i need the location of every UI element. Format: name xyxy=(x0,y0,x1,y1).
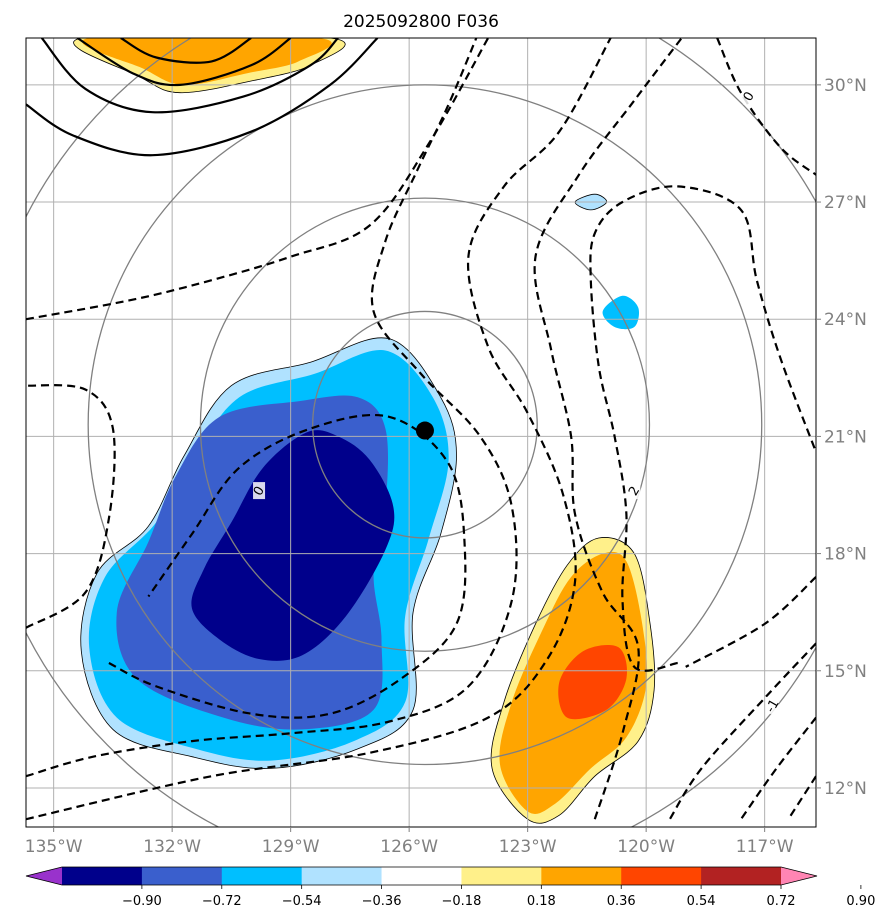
solid-contour-north-ridge-1 xyxy=(26,38,379,157)
x-tick-label: 135°W xyxy=(25,837,83,857)
colorbar-segment xyxy=(381,867,462,885)
colorbar-tick-label: 0.72 xyxy=(767,894,796,909)
colorbar-tick-label: −0.18 xyxy=(442,894,482,909)
region-outline-west-low xyxy=(80,337,457,769)
region-outline-southeast-high xyxy=(490,537,656,824)
contour-label-bg xyxy=(742,87,755,105)
y-tick-label: 30°N xyxy=(824,76,867,96)
x-tick-label: 129°W xyxy=(262,837,320,857)
solid-contour-north-ridge-4 xyxy=(120,38,252,64)
x-tick-label: 120°W xyxy=(617,837,675,857)
contour-label-bg xyxy=(253,482,266,500)
range-ring xyxy=(312,310,538,539)
y-tick-label: 24°N xyxy=(824,310,867,330)
y-tick-label: 15°N xyxy=(824,662,867,682)
colorbar-segment xyxy=(141,867,223,885)
dashed-contour-dash-h xyxy=(685,576,816,668)
contour-label-bg xyxy=(628,482,641,500)
colorbar-segment xyxy=(621,867,702,885)
x-axis: 135°W 132°W 129°W 126°W 123°W 120°W 117°W xyxy=(25,827,794,857)
solid-contour-north-ridge-2 xyxy=(40,38,339,114)
x-tick-label: 117°W xyxy=(736,837,794,857)
dashed-contours xyxy=(26,38,816,821)
colorbar-extend-low xyxy=(26,867,62,885)
chart-title: 2025092800 F036 xyxy=(343,12,499,32)
dashed-contour-dash-k xyxy=(787,775,816,820)
dashed-contour-dash-c xyxy=(26,38,518,778)
storm-center-dot xyxy=(415,421,434,440)
dashed-contour-dash-d xyxy=(26,38,490,321)
filled-region-southeast-core xyxy=(558,645,628,720)
y-tick-label: 27°N xyxy=(824,193,867,213)
filled-region-west-low xyxy=(191,430,395,661)
colorbar-tick-label: −0.54 xyxy=(282,894,322,909)
contour-label-bg xyxy=(766,696,779,714)
colorbar-segment xyxy=(701,867,782,885)
storm-center-marker xyxy=(415,421,434,440)
colorbar-tick-label: −0.90 xyxy=(122,894,162,909)
y-axis: 30°N 27°N 24°N 21°N 18°N 15°N 12°N xyxy=(816,76,867,799)
dashed-contour-dash-j xyxy=(740,716,816,820)
solid-contours xyxy=(26,38,379,157)
dashed-contour-dash-f xyxy=(533,38,683,820)
dashed-contour-dash-e xyxy=(26,38,612,821)
y-tick-label: 18°N xyxy=(824,545,867,565)
y-tick-label: 21°N xyxy=(824,427,867,447)
colorbar-outline xyxy=(25,866,818,886)
colorbar-segment xyxy=(62,867,143,885)
solid-contour-north-ridge-3 xyxy=(76,38,292,87)
range-rings xyxy=(26,38,816,827)
colorbar-segment xyxy=(461,867,542,885)
colorbar-tick-label: 0.90 xyxy=(846,894,875,909)
y-tick-label: 12°N xyxy=(824,779,867,799)
colorbar-tick-label: 0.54 xyxy=(687,894,716,909)
range-ring xyxy=(87,84,763,766)
colorbar-segment xyxy=(301,867,383,885)
dashed-contour-dash-i xyxy=(668,642,816,820)
contour-label: -1 xyxy=(763,697,782,716)
x-tick-label: 123°W xyxy=(499,837,557,857)
x-tick-label: 126°W xyxy=(380,837,438,857)
contour-labels: 0 2-10 xyxy=(251,87,783,716)
colorbar-tick-label: −0.36 xyxy=(362,894,402,909)
dashed-contour-dash-a xyxy=(26,384,116,629)
dashed-contour-dash-l xyxy=(716,38,816,176)
x-tick-label: 132°W xyxy=(143,837,201,857)
map-frame xyxy=(25,37,817,828)
range-ring xyxy=(199,197,651,652)
colorbar-tick-label: −0.72 xyxy=(202,894,242,909)
colorbar-tick-label: 0.18 xyxy=(527,894,556,909)
colorbar: −0.90 −0.72 −0.54 −0.36 −0.18 0.18 0.36 0.54 0.7… xyxy=(25,866,875,909)
map-content: 0 2-10 xyxy=(26,38,816,827)
colorbar-segment xyxy=(221,867,303,885)
colorbar-extend-high xyxy=(781,867,817,885)
colorbar-tick-label: 0.36 xyxy=(607,894,636,909)
colorbar-segment xyxy=(541,867,622,885)
